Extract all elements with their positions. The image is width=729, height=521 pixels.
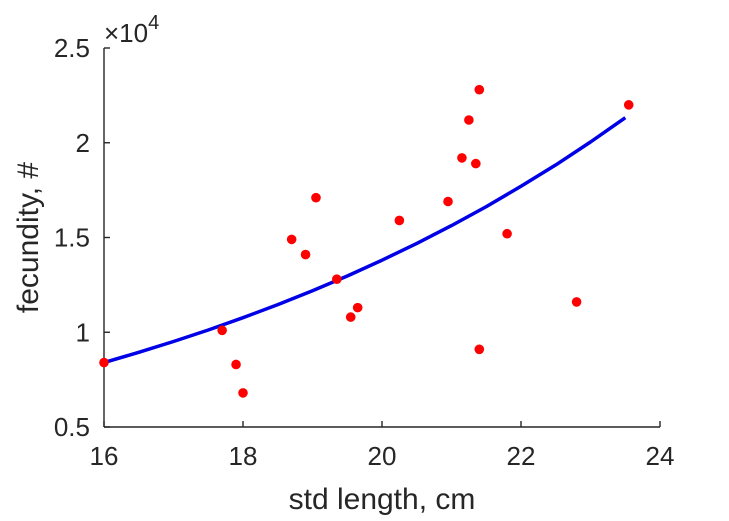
data-point (464, 115, 474, 125)
data-point (502, 228, 512, 239)
axes (103, 48, 660, 428)
x-tick-label: 18 (229, 441, 258, 471)
exponent-base: ×10 (104, 18, 148, 48)
x-axis-title: std length, cm (289, 483, 476, 516)
data-point (352, 302, 363, 313)
y-axis-title: fecundity, # (12, 162, 45, 314)
y-tick-label: 1 (76, 317, 90, 347)
scatter-points (99, 84, 634, 398)
data-point (99, 357, 109, 368)
data-point (238, 388, 248, 398)
y-tick-label: 2 (76, 128, 90, 158)
data-point (443, 196, 453, 207)
data-point (300, 249, 311, 260)
x-tick-label: 20 (368, 441, 397, 471)
x-tick-label: 22 (507, 441, 536, 471)
data-point (474, 344, 485, 355)
data-point (457, 153, 467, 163)
data-point (623, 100, 634, 110)
data-point (332, 274, 342, 284)
data-point (286, 234, 297, 245)
x-tick-label: 16 (90, 441, 119, 471)
data-point (311, 192, 321, 203)
data-point (217, 325, 227, 336)
data-point (474, 84, 485, 95)
data-point (394, 215, 405, 226)
data-point (571, 297, 582, 307)
data-point (471, 158, 481, 169)
y-tick-label: 1.5 (54, 223, 90, 253)
ticks: 16 18 20 22 24 0.5 1 1.5 2 2.5 (54, 33, 675, 471)
y-tick-label: 0.5 (54, 412, 90, 442)
data-point (345, 312, 356, 322)
x-tick-label: 24 (646, 441, 675, 471)
data-point (231, 359, 241, 370)
exponent-power: 4 (148, 12, 159, 34)
fit-curve (103, 116, 627, 365)
y-tick-label: 2.5 (54, 33, 90, 63)
y-axis-exponent-label: ×104 (104, 12, 159, 48)
fit-line-layer (103, 116, 627, 365)
